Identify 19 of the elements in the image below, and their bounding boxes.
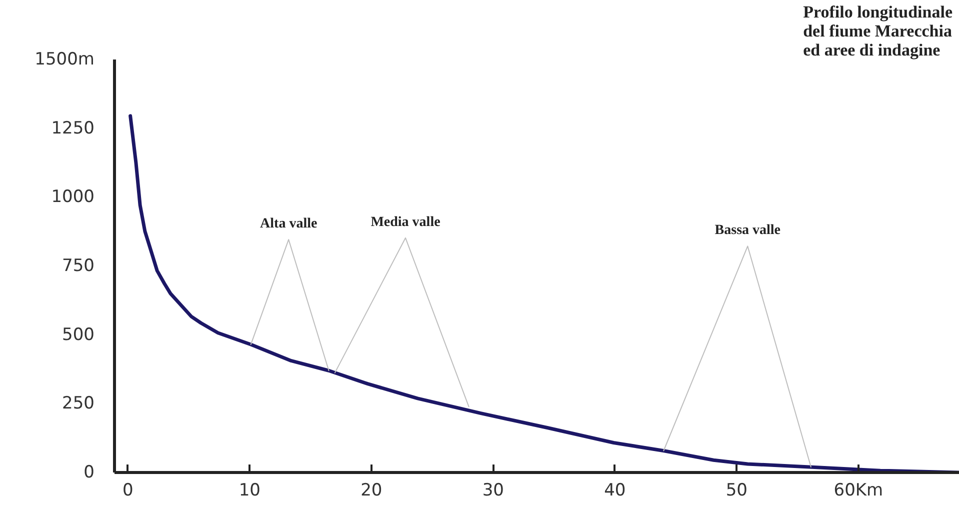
line-series [128, 114, 959, 472]
x-tick-label: 40 [604, 480, 626, 500]
chart-title: Profilo longitudinale del fiume Marecchia ed aree di indagine [803, 2, 953, 60]
y-tick-label: 1500m [34, 50, 95, 70]
annotation: Media valle [370, 214, 440, 230]
y-tick-label: 250 [62, 394, 95, 414]
x-tick-label: 50 [726, 480, 748, 500]
y-tick-label: 750 [62, 256, 95, 276]
x-tick-label: 60Km [834, 480, 884, 500]
y-tick-label: 1000 [51, 187, 94, 208]
annotation: Bassa valle [714, 223, 781, 238]
x-tick-label: 0 [122, 480, 134, 500]
x-tick-label: 20 [360, 480, 382, 500]
x-tick-label: 30 [482, 480, 504, 500]
y-tick-label: 1250 [51, 118, 94, 138]
x-tick-label: 10 [238, 480, 260, 500]
y-tick-label: 0 [84, 462, 95, 482]
annotation: Alta valle [260, 216, 318, 232]
y-tick-label: 500 [62, 324, 95, 345]
